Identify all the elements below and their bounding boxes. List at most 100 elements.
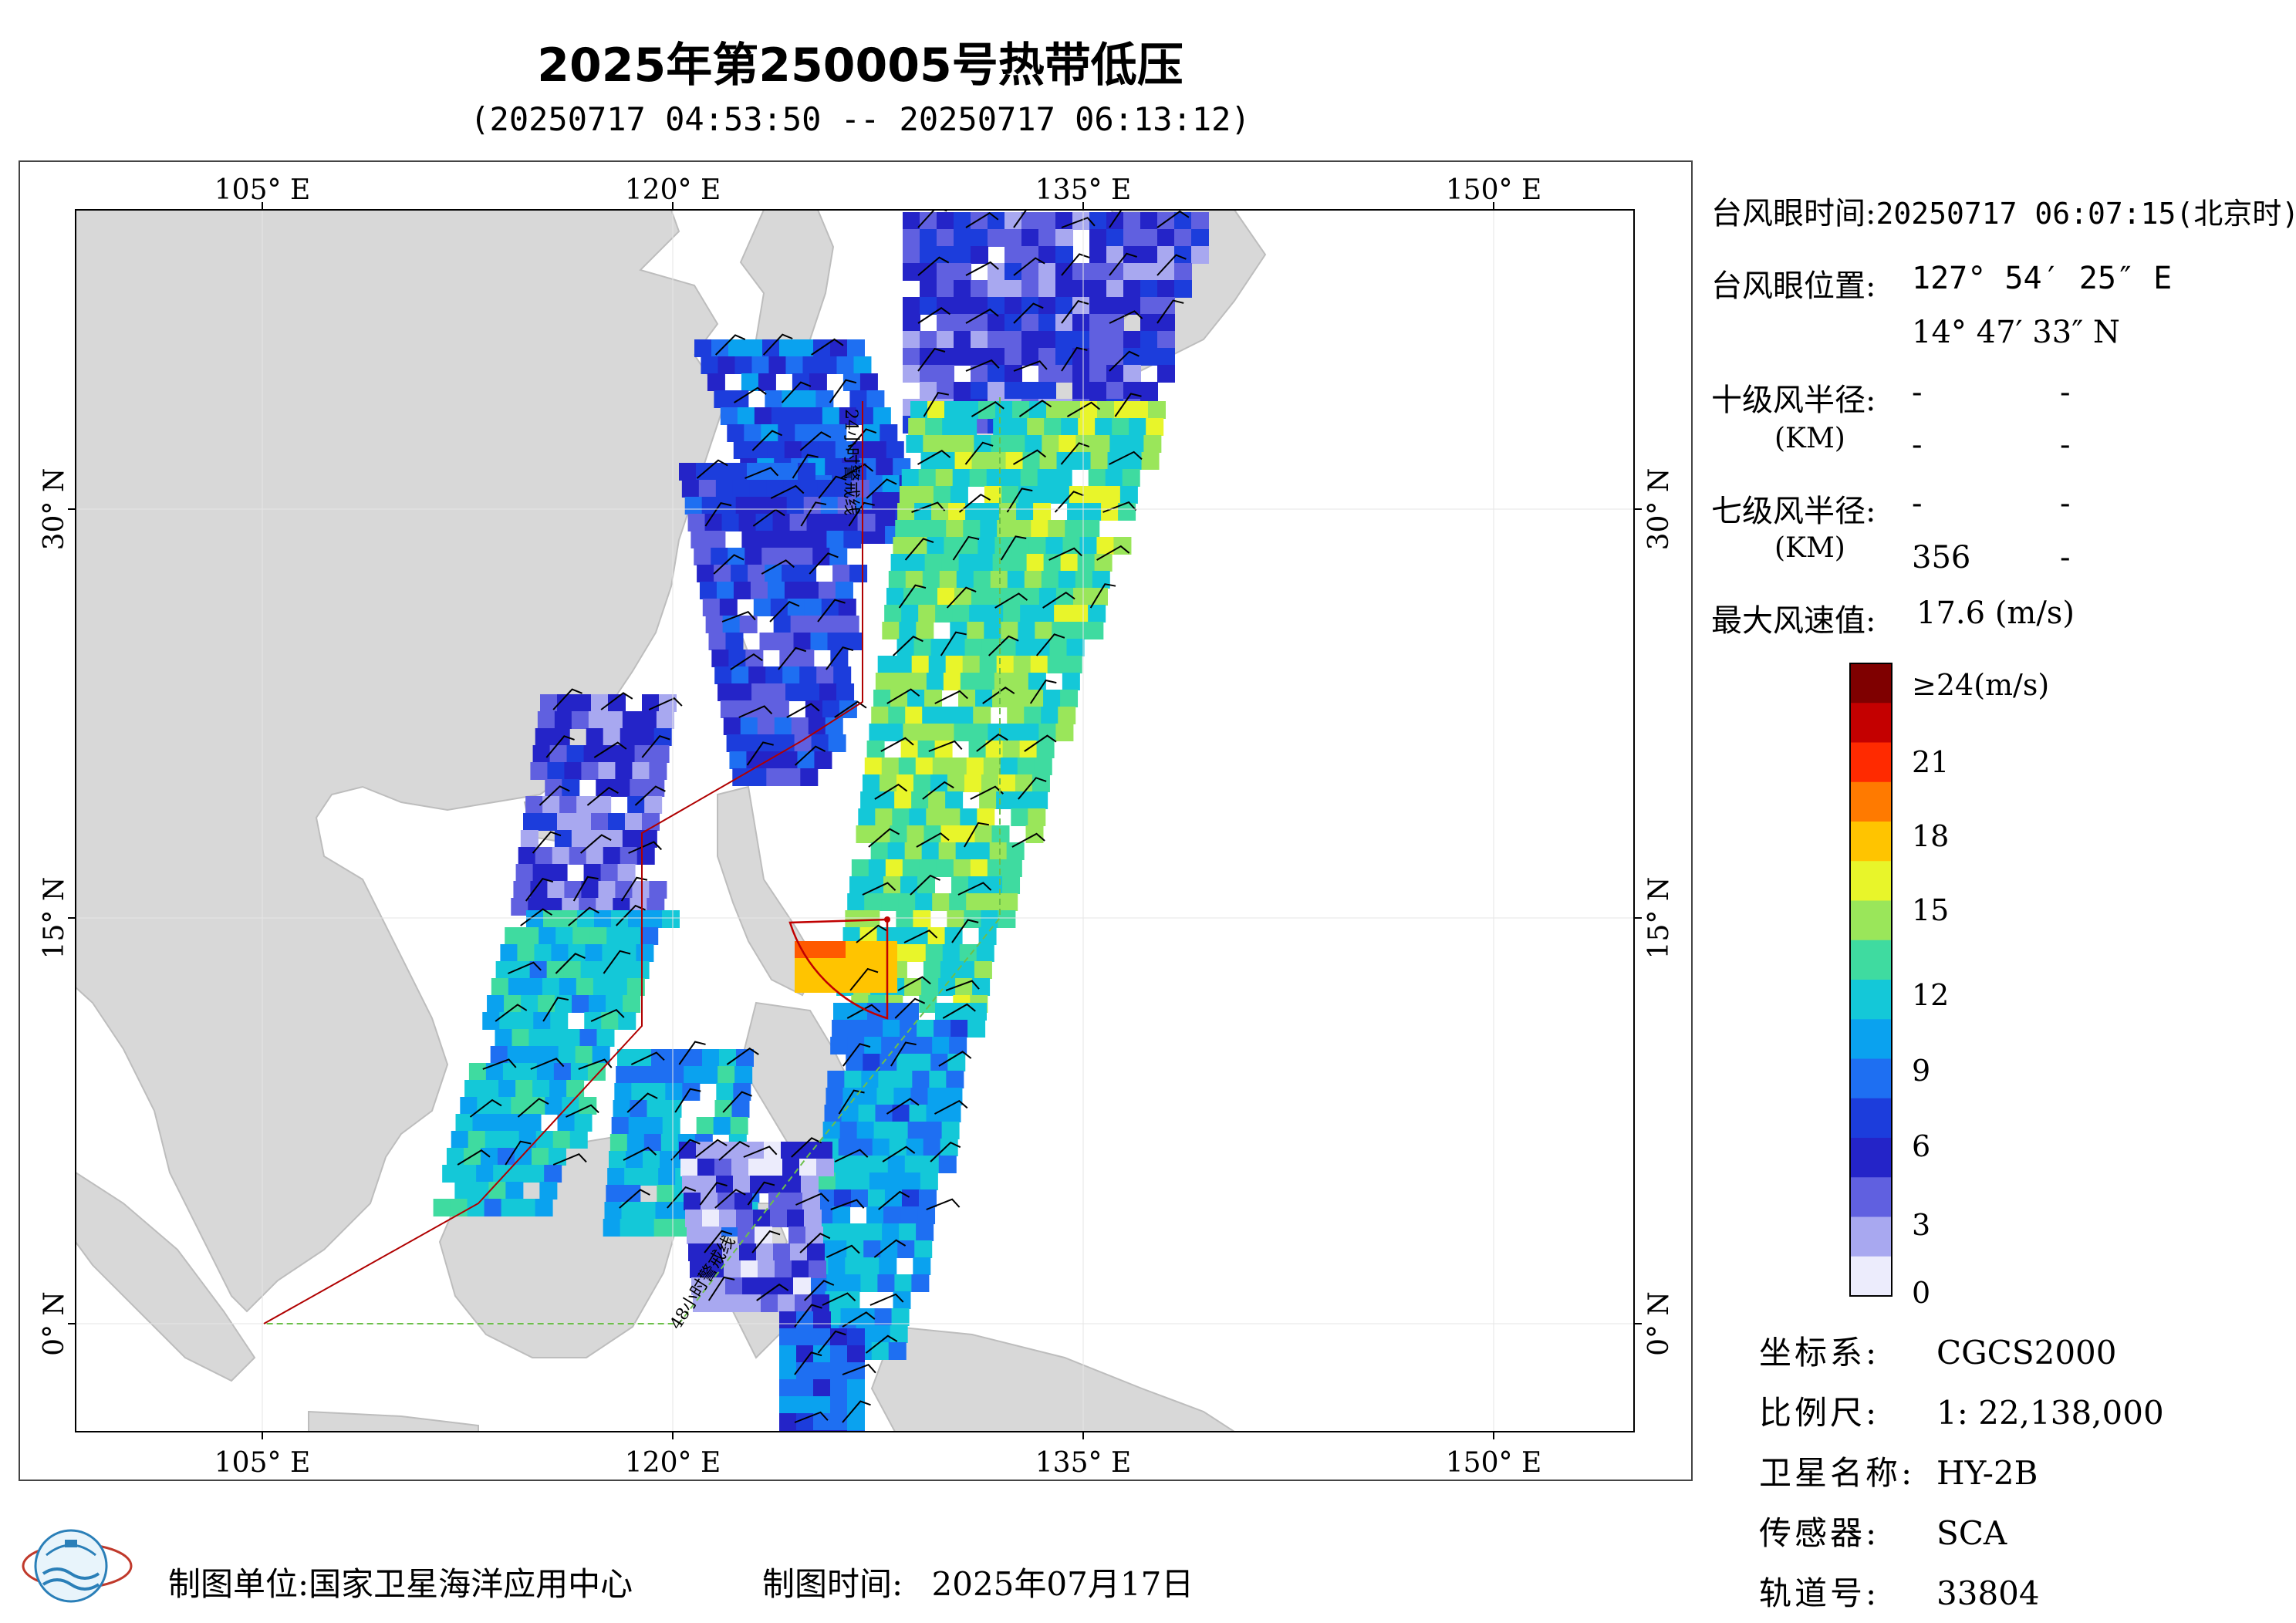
swath-cell bbox=[996, 791, 1015, 809]
swath-cell bbox=[744, 1294, 761, 1312]
swath-cell bbox=[467, 1199, 485, 1216]
swath-cell bbox=[947, 1054, 966, 1071]
wind-barb bbox=[505, 1140, 532, 1166]
swath-cell bbox=[905, 571, 923, 589]
swath-cell bbox=[927, 927, 946, 945]
swath-cell bbox=[753, 599, 772, 616]
swath-cell bbox=[785, 1193, 803, 1210]
swath-cell bbox=[832, 1206, 851, 1224]
swath-cell bbox=[782, 390, 800, 408]
swath-cell bbox=[853, 356, 872, 374]
swath-cell bbox=[932, 758, 950, 775]
swath-cell bbox=[945, 656, 964, 673]
swath-cell bbox=[1089, 246, 1107, 264]
swath-cell bbox=[511, 1097, 529, 1115]
swath-cell bbox=[965, 503, 984, 521]
colorbar-segment bbox=[1850, 980, 1892, 1021]
swath-cell bbox=[797, 751, 815, 769]
swath-cell bbox=[937, 280, 954, 298]
swath-cell bbox=[543, 910, 561, 928]
swath-cell bbox=[591, 694, 609, 712]
graticule bbox=[76, 210, 1634, 1432]
swath-cell bbox=[954, 297, 971, 315]
wind-barb bbox=[1013, 257, 1045, 276]
swath-cell bbox=[514, 1148, 532, 1166]
swath-cell bbox=[1010, 418, 1028, 436]
swath-cell bbox=[754, 700, 772, 718]
swath-cell bbox=[796, 1379, 814, 1397]
swath-cell bbox=[1038, 263, 1056, 281]
swath-cell bbox=[710, 1294, 728, 1312]
swath-cell bbox=[847, 893, 866, 911]
swath-cell bbox=[1013, 791, 1032, 809]
wind-barb bbox=[495, 1004, 528, 1022]
swath-cell bbox=[557, 813, 575, 831]
swath-cell bbox=[734, 1066, 753, 1084]
swath-cell bbox=[1021, 588, 1040, 606]
swath-cell bbox=[1012, 401, 1030, 419]
swath-cell bbox=[660, 1134, 679, 1152]
swath-cell bbox=[725, 633, 744, 650]
swath-cell bbox=[488, 1182, 507, 1200]
swath-cell bbox=[740, 717, 758, 735]
wind-barb bbox=[1035, 633, 1065, 656]
swath-cell bbox=[865, 1223, 883, 1241]
swath-cell bbox=[491, 978, 509, 996]
swath-cell bbox=[971, 280, 988, 298]
swath-cell bbox=[917, 876, 936, 894]
lat-labels-right: 30° N 15° N 0° N bbox=[1643, 468, 1675, 1356]
swath-cell bbox=[1075, 435, 1094, 453]
swath-cell bbox=[875, 808, 893, 826]
swath-cell bbox=[1123, 229, 1141, 247]
swath-cell bbox=[559, 978, 577, 996]
swath-cell bbox=[528, 1029, 547, 1047]
wind-barb bbox=[539, 785, 570, 806]
swath-cell bbox=[784, 441, 802, 459]
swath-cell bbox=[991, 435, 1009, 453]
wind-barb bbox=[842, 1043, 871, 1067]
swath-cell bbox=[626, 1151, 643, 1169]
wind-barb bbox=[965, 359, 1000, 372]
swath-cell bbox=[979, 791, 998, 809]
swath-cell bbox=[505, 1182, 524, 1200]
swath-cell bbox=[830, 1430, 848, 1432]
wind-barb bbox=[1156, 210, 1190, 228]
swath-cell bbox=[701, 497, 720, 515]
swath-cell bbox=[921, 978, 940, 996]
swath-cell bbox=[876, 1088, 895, 1105]
swath-cell bbox=[1123, 280, 1141, 298]
swath-cell bbox=[1025, 435, 1043, 453]
swath-cell bbox=[768, 1193, 786, 1210]
swath-cell bbox=[1032, 639, 1051, 656]
swath-cell bbox=[775, 1260, 792, 1278]
swath-cell bbox=[893, 537, 911, 555]
swath-cell bbox=[819, 356, 838, 374]
swath-cell bbox=[858, 1105, 876, 1122]
swath-cell bbox=[900, 876, 919, 894]
swath-cell bbox=[912, 520, 930, 538]
wind-barb bbox=[1109, 210, 1123, 228]
swath-cell bbox=[888, 1342, 907, 1360]
swath-cell bbox=[985, 741, 1004, 758]
swath-cell bbox=[1073, 452, 1092, 470]
swath-cell bbox=[778, 424, 796, 442]
swath-cell bbox=[499, 1012, 518, 1030]
swath-cell bbox=[942, 418, 961, 436]
swath-cell bbox=[873, 690, 892, 707]
wind-barb bbox=[568, 906, 599, 926]
swath-cell bbox=[560, 910, 578, 928]
swath-cell bbox=[588, 711, 606, 729]
satellite-value: HY-2B bbox=[1936, 1454, 2038, 1492]
swath-cell bbox=[781, 1142, 799, 1159]
wind-barb bbox=[799, 1233, 831, 1254]
swath-cell bbox=[1089, 314, 1107, 332]
swath-cell bbox=[1055, 314, 1073, 332]
swath-cell bbox=[880, 1240, 899, 1258]
swath-cell bbox=[847, 1430, 865, 1432]
scale-row: 比例尺: 1: 22,138,000 bbox=[1759, 1387, 2164, 1434]
swath-cell bbox=[786, 497, 805, 515]
swath-cell bbox=[835, 441, 853, 459]
swath-cell bbox=[829, 424, 847, 442]
swath-cell bbox=[856, 825, 874, 843]
swath-cell bbox=[849, 1020, 867, 1038]
